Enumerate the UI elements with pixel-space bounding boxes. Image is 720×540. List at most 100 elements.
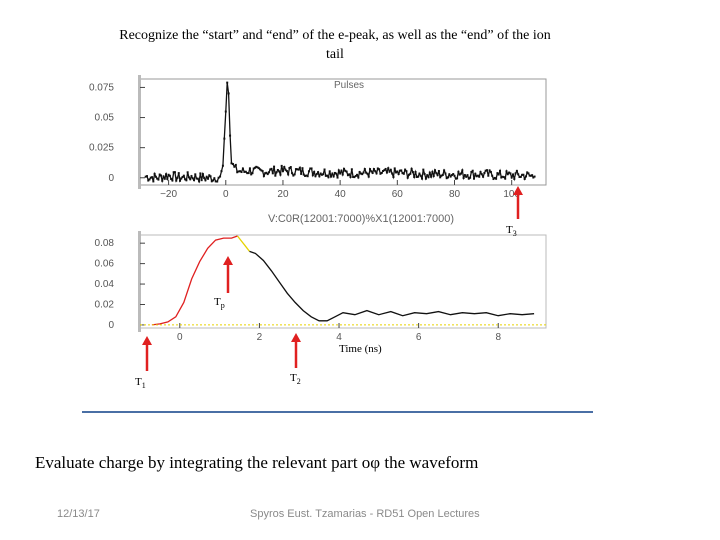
data-point	[488, 169, 491, 172]
data-point	[517, 173, 520, 176]
data-point	[345, 170, 348, 173]
data-point	[401, 172, 404, 175]
series-line-peak	[236, 235, 251, 252]
plot-frame	[139, 78, 547, 186]
data-point	[230, 162, 233, 165]
data-point	[298, 166, 301, 169]
data-point	[320, 173, 323, 176]
data-point	[315, 173, 318, 176]
data-point	[273, 165, 276, 168]
data-point	[372, 168, 375, 171]
data-point	[184, 178, 187, 181]
divider	[82, 411, 593, 413]
data-point	[362, 171, 365, 174]
arrow-t2	[291, 333, 301, 368]
data-point	[458, 173, 461, 176]
data-point	[527, 172, 530, 175]
x-axis-label: V:C0R(12001:7000)%X1(12001:7000)	[268, 213, 454, 225]
data-point	[449, 175, 452, 178]
data-point	[444, 172, 447, 175]
y-tick-label: 0.06	[95, 259, 115, 270]
data-point	[485, 169, 488, 172]
data-point	[504, 177, 507, 180]
time-axis-label: Time (ns)	[339, 343, 382, 355]
data-point	[302, 173, 305, 176]
data-point	[317, 171, 320, 174]
data-point	[482, 175, 485, 178]
bottom-caption: Evaluate charge by integrating the relev…	[35, 453, 479, 472]
data-point	[462, 176, 465, 179]
data-point	[310, 167, 313, 170]
data-point	[513, 177, 516, 180]
data-point	[198, 180, 201, 183]
plot-frame	[139, 234, 547, 329]
data-point	[475, 175, 478, 178]
data-point	[529, 174, 532, 177]
data-point	[284, 168, 287, 171]
data-point	[165, 173, 168, 176]
data-point	[367, 175, 370, 178]
x-tick-label: 4	[336, 332, 342, 343]
data-point	[467, 177, 470, 180]
data-point	[239, 170, 242, 173]
data-point	[518, 175, 521, 178]
data-point	[278, 170, 281, 173]
data-point	[402, 172, 405, 175]
data-point	[427, 176, 430, 179]
data-point	[216, 180, 219, 183]
data-point	[497, 173, 500, 176]
data-point	[147, 179, 150, 182]
marker-t2: T2	[290, 372, 301, 387]
data-point	[409, 172, 412, 175]
data-point	[283, 166, 286, 169]
footer-date: 12/13/17	[57, 508, 100, 520]
data-point	[204, 179, 207, 182]
data-point	[327, 176, 330, 179]
data-point	[350, 168, 353, 171]
data-point	[194, 173, 197, 176]
data-point	[243, 170, 246, 173]
data-point	[414, 171, 417, 174]
data-point	[524, 175, 527, 178]
data-point	[356, 173, 359, 176]
data-point	[157, 178, 160, 181]
x-tick-label: 2	[257, 332, 263, 343]
data-point	[297, 168, 300, 171]
data-point	[217, 176, 220, 179]
data-point	[341, 173, 344, 176]
data-point	[256, 166, 259, 169]
y-tick-label: 0.05	[95, 113, 115, 124]
data-point	[223, 137, 226, 140]
data-point	[247, 172, 250, 175]
data-point	[415, 175, 418, 178]
data-point	[264, 172, 267, 175]
series-line-fall	[249, 250, 535, 322]
data-point	[149, 176, 152, 179]
data-point	[405, 170, 408, 173]
data-point	[408, 173, 411, 176]
data-point	[220, 170, 223, 173]
data-point	[361, 173, 364, 176]
y-tick-label: 0	[108, 320, 114, 331]
data-point	[388, 170, 391, 173]
x-tick-label: 0	[177, 332, 183, 343]
data-point	[478, 175, 481, 178]
data-point	[173, 171, 176, 174]
data-point	[240, 171, 243, 174]
data-point	[452, 173, 455, 176]
data-point	[411, 171, 414, 174]
data-point	[346, 174, 349, 177]
data-point	[161, 179, 164, 182]
y-tick-label: 0	[108, 173, 114, 184]
data-point	[421, 177, 424, 180]
data-point	[328, 170, 331, 173]
data-point	[348, 173, 351, 176]
data-point	[152, 180, 155, 183]
data-point	[319, 172, 322, 175]
data-point	[447, 176, 450, 179]
data-point	[398, 169, 401, 172]
data-point	[206, 177, 209, 180]
data-point	[318, 175, 321, 178]
data-point	[366, 172, 369, 175]
data-point	[248, 167, 251, 170]
